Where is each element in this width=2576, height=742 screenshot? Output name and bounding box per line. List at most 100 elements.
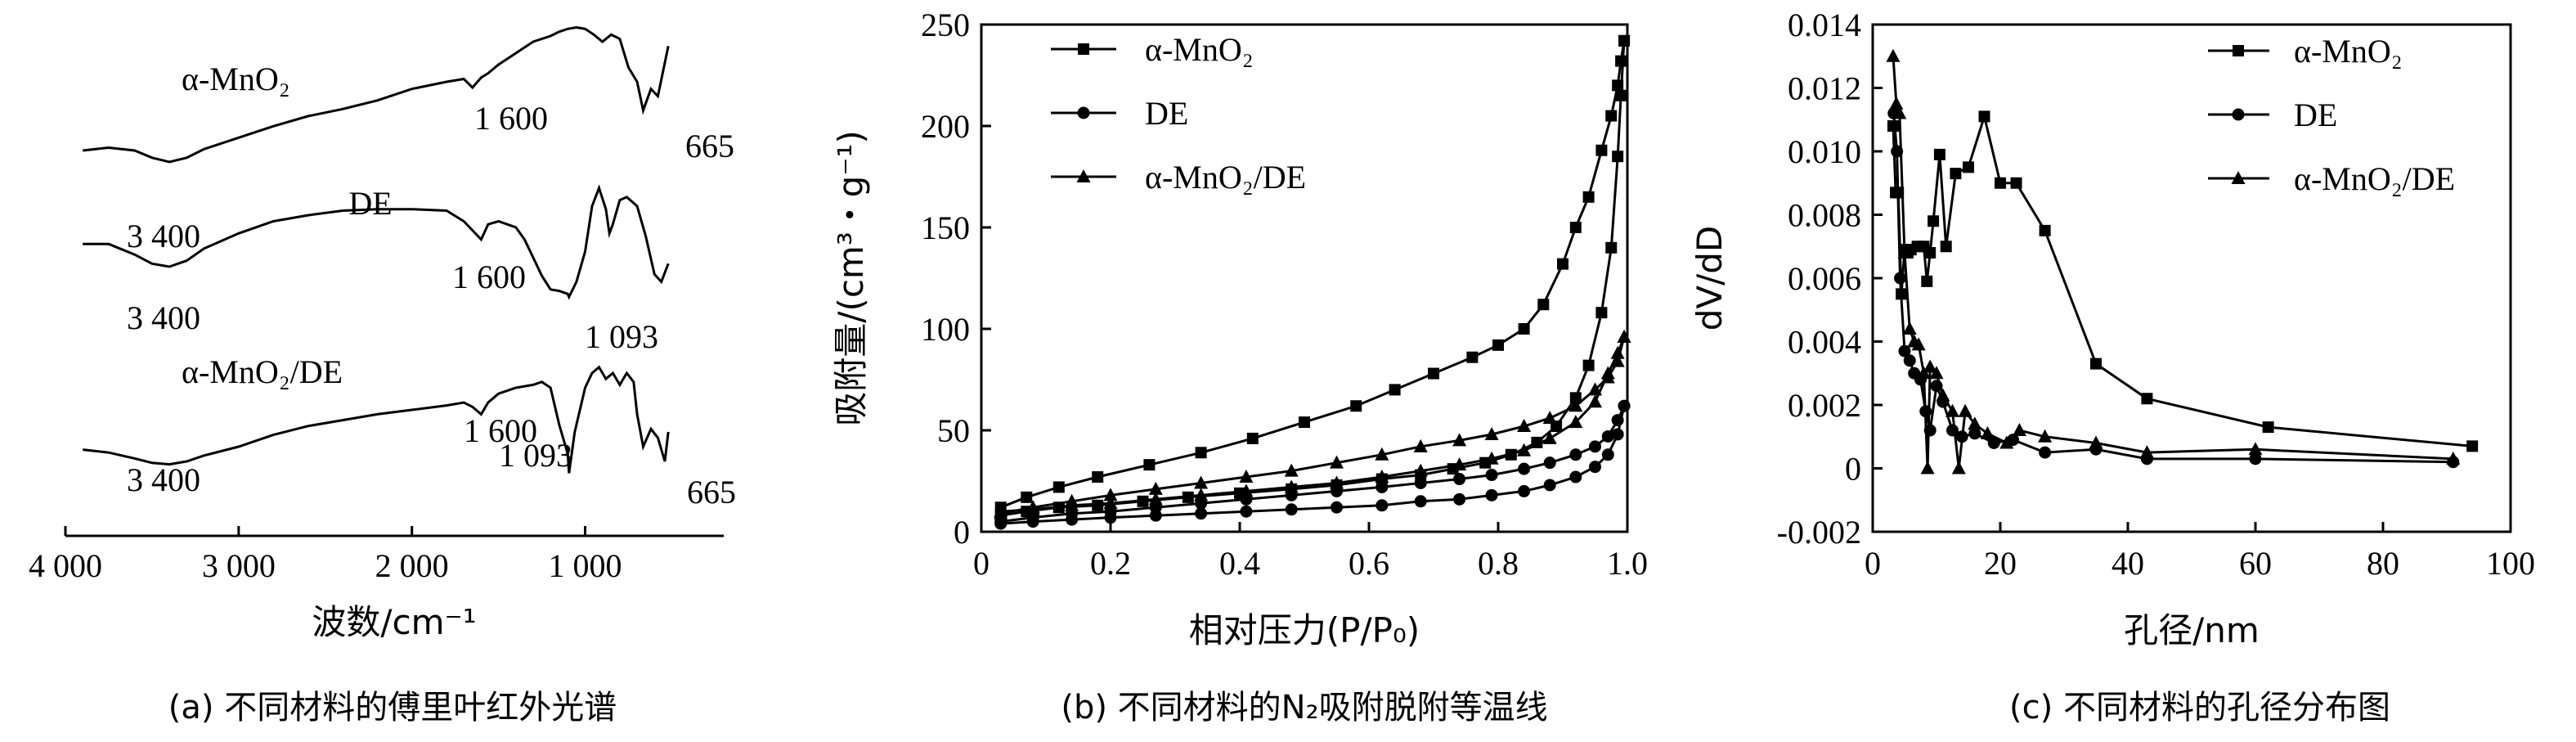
panel-c-y-tick-label: 0.012: [1788, 70, 1861, 107]
alpha-mno2-de-desorption-point: [1284, 463, 1299, 477]
alpha-mno2-de-adsorption-point: [1413, 463, 1428, 477]
de-adsorption-point: [1331, 501, 1343, 514]
legend-label-de: DE: [1145, 95, 1188, 132]
panel-a-annotation: α-MnO₂: [182, 61, 290, 97]
alpha-mno2-de-desorption-point: [1025, 500, 1040, 514]
panel-b-y-tick-label: 250: [921, 7, 970, 43]
panel-c-y-tick-label: 0.014: [1788, 7, 1861, 43]
alpha-mno2-de-pore-point: [1999, 435, 2014, 449]
alpha-mno2-de-pore-point: [1911, 337, 1926, 351]
alpha-mno2-desorption-point: [1557, 258, 1568, 270]
de-pore-point: [1894, 272, 1907, 285]
alpha-mno2-adsorption-point: [1569, 392, 1582, 404]
legend-label-alpha-mno2-de: α-MnO₂/DE: [1145, 159, 1306, 196]
de-pore-point: [2039, 446, 2052, 459]
alpha-mno2-desorption-point: [1389, 384, 1401, 396]
de-adsorption-point: [1414, 495, 1427, 508]
de-pore-point: [1987, 437, 2000, 449]
de-adsorption-point: [1453, 492, 1466, 506]
legend-marker-de: [1077, 106, 1090, 119]
legend-label-alpha-mno2-de: α-MnO₂/DE: [2294, 160, 2455, 197]
panel-b-legend: α-MnO₂ DE α-MnO₂/DE: [1051, 31, 1306, 196]
alpha-mno2-de-pore-point: [1951, 461, 1966, 474]
de-adsorption-point: [1589, 461, 1601, 474]
panel-a-annotation: DE: [348, 185, 392, 222]
alpha-mno2-de-pore-point: [1923, 359, 1937, 373]
panel-c-distributions: [1886, 48, 2479, 474]
alpha-mno2-adsorption-point: [1582, 359, 1595, 371]
alpha-mno2-pore-point: [1928, 215, 1940, 227]
alpha-mno2-de-pore-point: [1929, 366, 1944, 380]
panel-c-x-tick-label: 0: [1865, 545, 1881, 582]
alpha-mno2-de-adsorption-point: [1542, 430, 1557, 444]
alpha-mno2-desorption-point: [1615, 55, 1627, 67]
alpha-mno2-de-pore-point: [2089, 435, 2103, 449]
panel-b-isotherms: [994, 34, 1631, 530]
alpha-mno2-desorption-point: [1428, 367, 1439, 380]
panel-b-y-tick-label: 200: [921, 108, 970, 145]
panel-a-x-tick-label: 4 000: [29, 547, 102, 584]
legend-label-alpha-mno2: α-MnO₂: [1145, 31, 1254, 68]
panel-b-frame: [980, 23, 1629, 533]
alpha-mno2-de-adsorption-point: [1284, 479, 1299, 493]
alpha-mno2-desorption-point: [1143, 459, 1156, 471]
panel-a-x-ticks: 4 000 3 000 2 000 1 000: [29, 526, 622, 584]
alpha-mno2-de-pore-point: [2446, 451, 2461, 465]
panel-b-x-tick-label: 0.4: [1219, 545, 1260, 582]
alpha-mno2-de-pore-point: [1968, 416, 1982, 430]
alpha-mno2-adsorption-point: [1595, 307, 1608, 319]
alpha-mno2-desorption-point: [1092, 471, 1104, 483]
panel-c-y-tick-label: 0.010: [1788, 133, 1861, 170]
panel-c-y-tick-label: -0.002: [1777, 514, 1861, 551]
panel-c: 0 20 40 60 80 100-0.00200.0020.0040.0060.0080…: [1690, 7, 2535, 726]
alpha-mno2-de-adsorption-point: [1588, 394, 1602, 408]
alpha-mno2-pore-point: [1924, 247, 1936, 259]
legend-label-de: DE: [2294, 97, 2337, 133]
alpha-mno2-de-pore-point: [1892, 106, 1907, 119]
alpha-mno2-desorption-point: [1492, 339, 1504, 351]
alpha-mno2-pore-point: [1995, 177, 2006, 189]
panel-a-annotation: 665: [685, 128, 734, 164]
alpha-mno2-de-desorption-point: [1517, 419, 1532, 433]
alpha-mno2-de-desorption-point: [1452, 433, 1467, 447]
de-adsorption-point: [1543, 479, 1556, 492]
alpha-mno2-pore-point: [1933, 148, 1945, 160]
alpha-mno2-adsorption-point: [1612, 151, 1624, 163]
panel-b-y-tick-label: 50: [937, 412, 970, 449]
alpha-mno2-pore-point: [2262, 421, 2274, 434]
panel-a-annotation: 665: [687, 474, 736, 510]
panel-c-y-tick-label: 0.006: [1788, 260, 1861, 297]
alpha-mno2-desorption-point: [1518, 323, 1530, 335]
de-desorption-point: [1601, 429, 1614, 443]
alpha-mno2-de-adsorption-point: [1148, 492, 1163, 506]
alpha-mno2-desorption-point: [1350, 400, 1362, 412]
de-desorption-point: [1414, 476, 1427, 489]
alpha-mno2-pore-point: [2141, 393, 2153, 405]
panel-b-caption: (b) 不同材料的N₂吸附脱附等温线: [1061, 689, 1547, 726]
alpha-mno2-pore-point: [1887, 120, 1899, 132]
alpha-mno2-de-desorption-point: [1239, 470, 1254, 483]
alpha-mno2-de-desorption-point: [1413, 438, 1428, 452]
alpha-mno2-de-desorption-point: [1617, 329, 1631, 343]
panel-a-x-tick-label: 1 000: [549, 547, 622, 584]
panel-c-x-tick-label: 80: [2367, 545, 2399, 582]
alpha-mno2-de-pore-point: [1945, 403, 1959, 417]
de-adsorption-point: [1240, 505, 1253, 518]
alpha-mno2-de-adsorption-point: [1103, 496, 1118, 510]
de-adsorption-point: [1601, 448, 1614, 461]
panel-c-x-tick-label: 100: [2486, 545, 2535, 582]
alpha-mno2-desorption-point: [1605, 110, 1618, 122]
panel-b-ticks: 0 0.2 0.4 0.6 0.8 1.0 0 50 100 150 200 250: [921, 7, 1648, 582]
panel-a-annotation: 3 400: [127, 218, 200, 254]
alpha-mno2-desorption-point: [1582, 191, 1595, 203]
panel-b-x-tick-label: 0.8: [1478, 545, 1519, 582]
de-adsorption-point: [1195, 507, 1208, 520]
alpha-mno2-desorption-point: [1595, 144, 1608, 156]
alpha-mno2-de-desorption-point: [1542, 411, 1557, 425]
panel-a-annotation: 1 093: [499, 437, 572, 474]
alpha-mno2-de-pore-point: [1920, 461, 1935, 474]
alpha-mno2-de-adsorption-point: [1517, 443, 1532, 456]
panel-c-legend: α-MnO₂ DE α-MnO₂/DE: [2208, 33, 2455, 197]
alpha-mno2-de-adsorption-point: [1484, 451, 1499, 465]
